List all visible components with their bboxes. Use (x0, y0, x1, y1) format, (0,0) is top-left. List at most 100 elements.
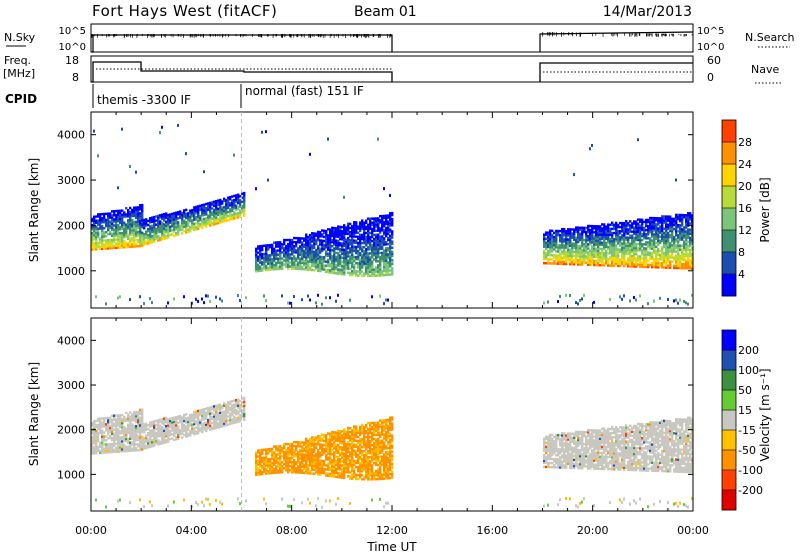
velocity-cell (141, 447, 144, 451)
power-cell (235, 198, 238, 201)
power-cell (261, 246, 264, 250)
power-cell (103, 243, 106, 246)
velocity-cell (203, 410, 206, 413)
power-cell (581, 261, 584, 264)
power-cell (313, 238, 316, 241)
power-cell (613, 252, 616, 255)
velocity-cell (299, 441, 302, 444)
power-cell (661, 262, 664, 265)
power-cell (629, 236, 632, 239)
power-cell (391, 224, 394, 227)
power-cell (227, 202, 230, 206)
velocity-cell (149, 421, 152, 424)
velocity-cell (205, 413, 208, 416)
power-cell (621, 230, 624, 233)
velocity-cell (123, 447, 126, 451)
power-cell (345, 257, 348, 260)
power-cell (307, 239, 310, 243)
power-cell (547, 251, 550, 255)
power-cell (675, 256, 678, 259)
velocity-cell (235, 402, 238, 406)
power-cell (635, 257, 638, 260)
power-cell (687, 212, 690, 215)
velocity-cell (95, 443, 98, 447)
power-cell (119, 234, 122, 237)
power-cell (255, 249, 258, 253)
power-cell (345, 265, 348, 268)
power-cell (659, 221, 662, 224)
velocity-cell (157, 441, 160, 444)
power-cell (377, 239, 380, 243)
power-cell (615, 235, 618, 239)
power-cell (679, 264, 682, 268)
velocity-cell (93, 429, 96, 433)
power-cell (315, 255, 318, 258)
power-cell (279, 267, 282, 271)
power-cell (691, 267, 693, 270)
power-cell (647, 259, 650, 263)
power-cell (189, 229, 192, 233)
power-cell (667, 243, 670, 247)
power-cell (605, 256, 608, 259)
velocity-cell (297, 453, 300, 456)
power-cell (613, 231, 616, 235)
power-cell (581, 249, 584, 252)
velocity-cell (95, 433, 98, 437)
velocity-cell (237, 497, 239, 501)
power-cell (195, 228, 198, 231)
power-cell (563, 234, 566, 237)
power-cell (181, 217, 184, 221)
power-cell (277, 261, 280, 265)
power-cell (377, 227, 380, 230)
power-cell (129, 225, 132, 228)
velocity-cell (273, 459, 276, 462)
power-cell (591, 226, 594, 230)
velocity-cell (205, 425, 208, 428)
power-cell (305, 257, 308, 261)
power-cell (601, 231, 604, 234)
power-cell (319, 255, 322, 258)
power-cell (385, 298, 387, 302)
power-cell (237, 199, 240, 203)
power-cell (177, 227, 180, 230)
freq-strip: Freq. [MHz] 18 8 60 0 Nave (3, 54, 782, 84)
velocity-cell (209, 408, 212, 411)
velocity-cell (277, 469, 280, 472)
power-cell (637, 224, 640, 227)
power-cell (289, 240, 292, 244)
power-cell (271, 268, 274, 271)
power-cell (671, 252, 674, 255)
power-cell (551, 254, 554, 257)
velocity-cell (159, 426, 162, 430)
power-cell (567, 256, 570, 260)
power-cell (347, 242, 350, 246)
power-cell (201, 206, 204, 209)
power-cell (213, 204, 216, 208)
power-cell (105, 218, 108, 222)
power-cell (669, 225, 672, 229)
power-cell (369, 227, 372, 231)
power-cell (335, 241, 338, 244)
power-cell (291, 242, 294, 246)
power-cell (379, 270, 382, 273)
velocity-cell (225, 417, 228, 421)
power-cell (271, 257, 274, 261)
power-cell (609, 223, 612, 226)
power-cell (239, 205, 242, 208)
power-cell (113, 230, 116, 233)
power-cell (557, 233, 560, 237)
power-cell (615, 250, 618, 253)
power-cell (111, 246, 114, 250)
velocity-cell (141, 427, 144, 431)
velocity-cell (203, 424, 206, 427)
velocity-cell (117, 450, 120, 453)
velocity-cell (171, 423, 174, 426)
power-cell (685, 248, 688, 252)
power-cell (367, 272, 370, 276)
power-cell (351, 249, 354, 252)
power-cell (355, 245, 358, 249)
power-cell (163, 237, 166, 240)
power-cell (277, 245, 280, 248)
power-cell (587, 263, 590, 267)
velocity-cell (109, 418, 112, 422)
